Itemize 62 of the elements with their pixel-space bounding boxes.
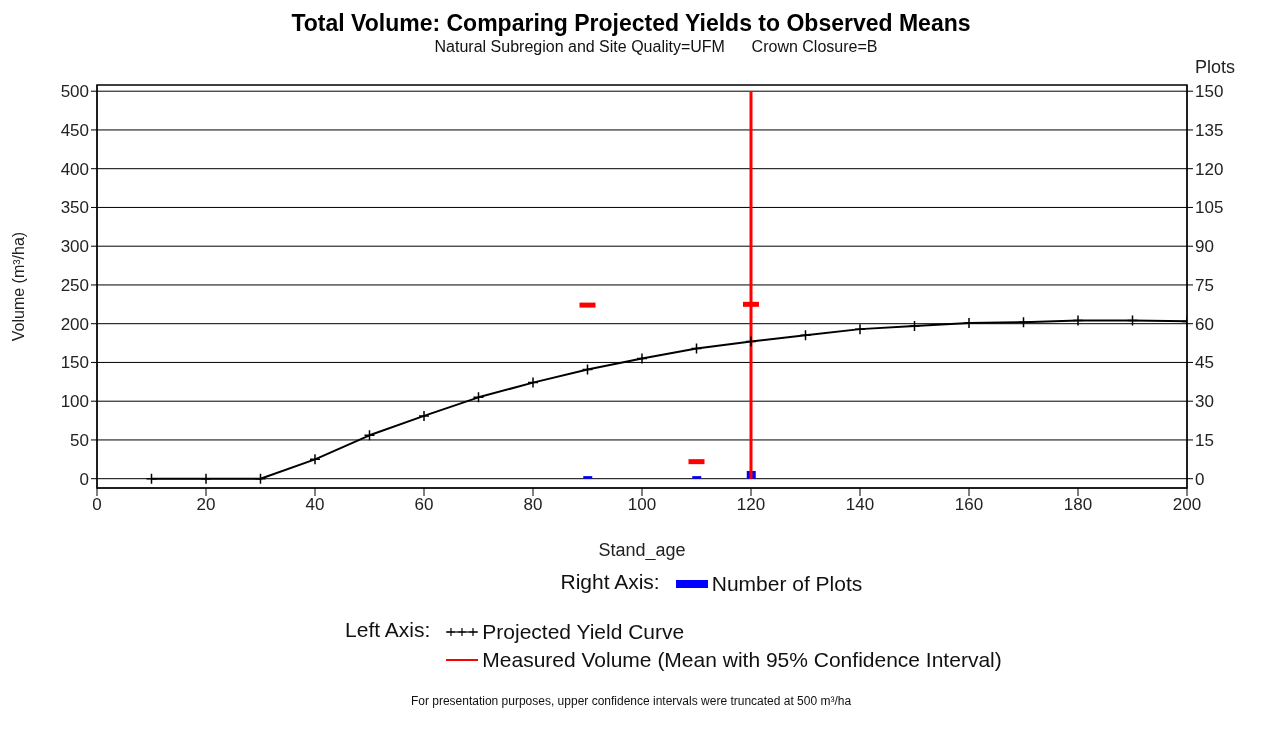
point [745,335,757,348]
point [854,323,866,335]
point [254,472,267,485]
y2-tick-label: 90 [1195,237,1214,257]
x-tick-label: 60 [414,495,434,515]
y-tick-label: 150 [60,353,89,373]
point [472,391,485,404]
legend-label: Measured Volume (Mean with 95% Confidence Interval) [482,648,1002,672]
text: For presentation purposes, upper confidence intervals were truncated at 500 m³/ha [409,694,853,708]
y-axis-title: Volume (m³/ha) [10,231,27,342]
y2-tick-label: 45 [1195,353,1214,373]
x-tick-label: 20 [196,495,216,515]
x-tick-label: 40 [305,495,325,515]
y-tick-label: 100 [60,392,89,412]
chart-subtitle: Natural Subregion and Site Quality=UFM Crown Closure=B [434,38,878,55]
y2-tick-label: 75 [1195,275,1214,295]
text: Left Axis: [344,618,432,643]
y-tick-label: 450 [60,120,89,140]
text: Right Axis: [559,570,661,595]
y2-tick-label: 135 [1195,120,1224,140]
y2-tick-label: 120 [1195,159,1224,179]
point [145,472,158,485]
y-tick-label: 50 [70,430,89,450]
point [690,342,703,355]
point [636,352,648,365]
x-tick-label: 200 [1172,495,1202,515]
y2-tick-label: 60 [1195,314,1214,334]
x-tick-label: 160 [954,495,984,515]
y-tick-label: 0 [79,469,89,489]
legend-label: Projected Yield Curve [482,620,685,644]
y-tick-label: 300 [60,237,89,257]
y-tick-label: 400 [60,159,89,179]
y-tick-label: 500 [60,82,89,102]
y2-axis-title: Plots [1195,57,1236,77]
chart-title: Total Volume: Comparing Projected Yields to Observed Means [290,9,972,38]
y-tick-label: 250 [60,275,89,295]
legend-label: Number of Plots [711,572,863,596]
x-tick-label: 120 [736,495,766,515]
y2-tick-label: 30 [1195,392,1214,412]
x-tick-label: 80 [523,495,543,515]
point [527,376,539,389]
point [908,320,921,332]
point [418,410,430,422]
y2-tick-label: 0 [1195,469,1205,489]
point [1017,316,1030,328]
y2-tick-label: 15 [1195,430,1214,450]
x-axis-title: Stand_age [598,540,686,561]
point [799,329,812,342]
point [1126,314,1139,327]
point [309,453,321,466]
point [581,363,594,376]
point [1072,314,1084,327]
x-tick-label: 100 [627,495,657,515]
y2-tick-label: 150 [1195,82,1224,102]
x-tick-label: 0 [92,495,102,515]
x-tick-label: 180 [1063,495,1093,515]
y2-tick-label: 105 [1195,198,1224,218]
y-tick-label: 200 [60,314,89,334]
point [363,429,376,442]
point [200,472,212,485]
y-tick-label: 350 [60,198,89,218]
x-tick-label: 140 [845,495,875,515]
